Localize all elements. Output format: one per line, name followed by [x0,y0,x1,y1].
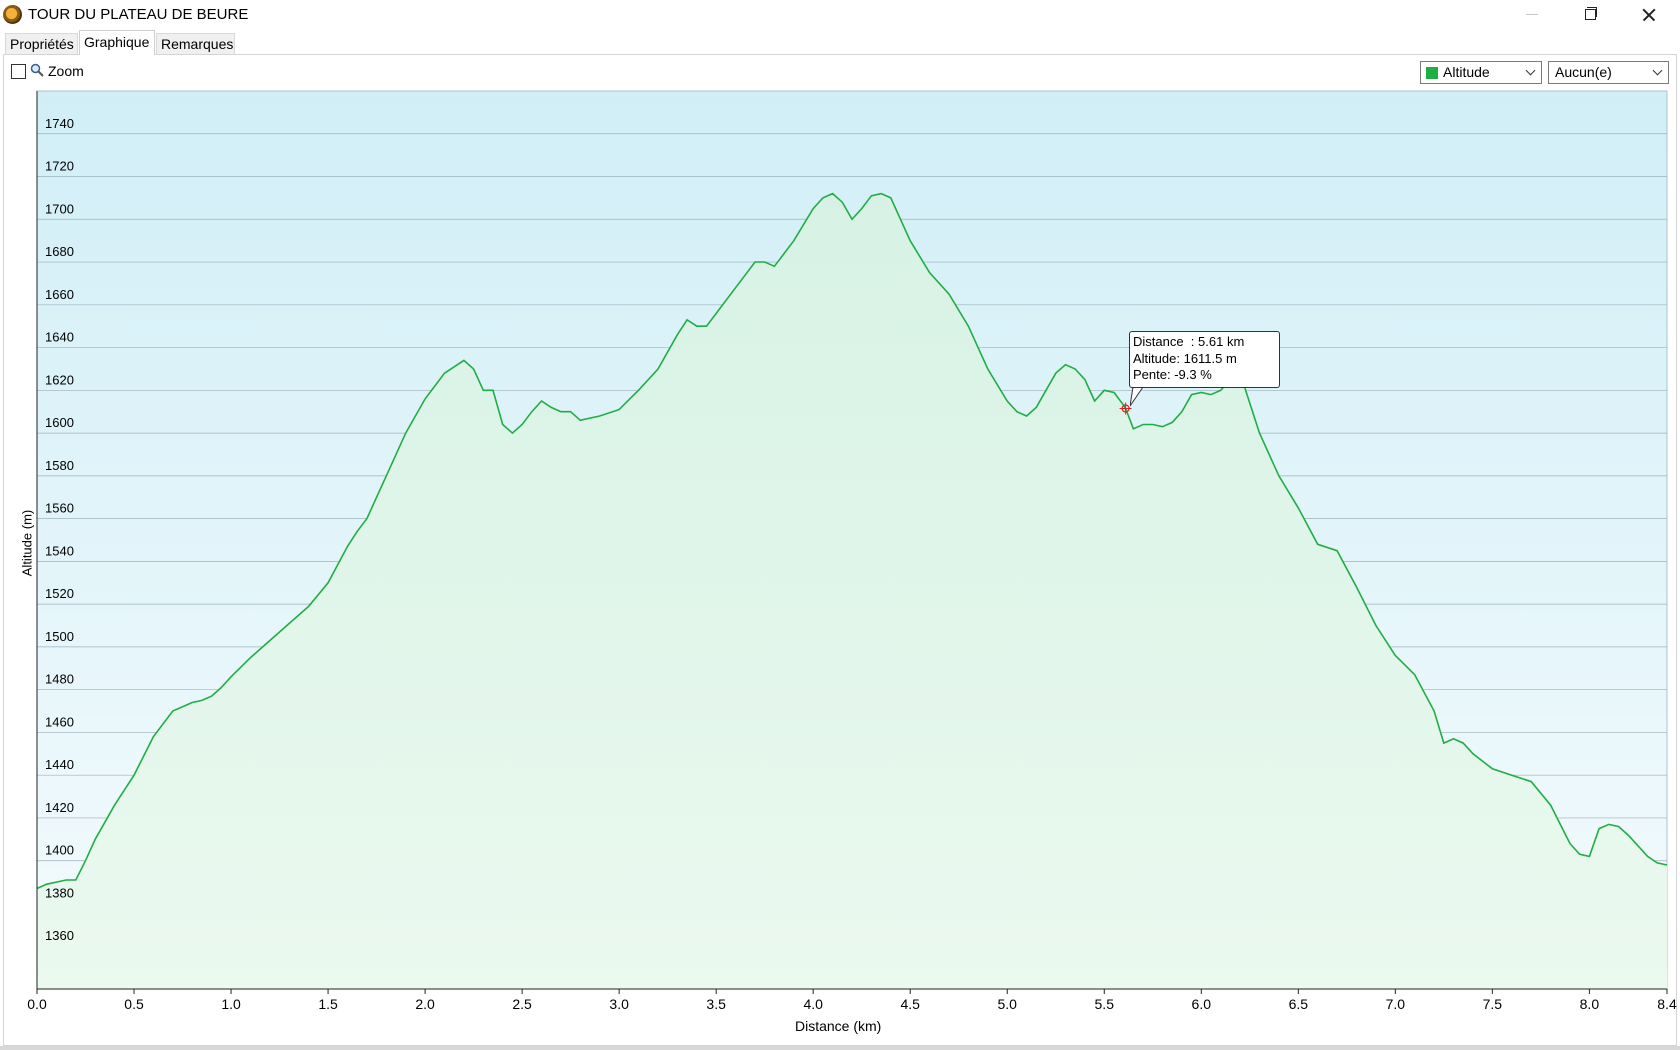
y-tick-label: 1560 [45,501,74,516]
elevation-line [36,192,1668,890]
y-tick-label: 1540 [45,543,74,558]
y-tick-label: 1740 [45,116,74,131]
x-tick-label: 1.5 [318,996,338,1012]
minimize-button[interactable] [1504,0,1558,30]
data-tooltip: Distance : 5.61 km Altitude: 1611.5 m Pe… [1129,331,1280,388]
x-tick-label: 3.0 [609,996,629,1012]
x-tick-label: 2.0 [415,996,435,1012]
y-axis-title: Altitude (m) [19,509,35,577]
y-tick-label: 1700 [45,201,74,216]
series-color-swatch [1426,67,1438,79]
window-title: TOUR DU PLATEAU DE BEURE [28,6,249,23]
y-tick-label: 1480 [45,672,74,687]
x-tick-label: 7.5 [1483,996,1503,1012]
y-tick-label: 1440 [45,757,74,772]
tooltip-altitude: Altitude: 1611.5 m [1133,350,1237,366]
x-tick-label: 5.0 [998,996,1018,1012]
magnifier-icon [30,63,44,77]
y-tick-label: 1520 [45,586,74,601]
x-tick-label: 6.0 [1192,996,1212,1012]
tooltip-pointer [1130,387,1144,407]
y-tick-label: 1620 [45,372,74,387]
elevation-chart[interactable]: 1360 1380 1400 1420 1440 1460 1480 1500 1520 1540… [0,86,1680,1036]
y-axis-labels: 1360 1380 1400 1420 1440 1460 1480 1500 1520 1540… [45,116,74,943]
tab-proprietes[interactable]: Propriétés [5,33,78,54]
tooltip-distance: Distance : 5.61 km [1133,334,1245,349]
zoom-label: Zoom [48,63,84,79]
x-tick-label: 2.5 [512,996,532,1012]
x-tick-label: 8.4 [1657,996,1677,1012]
y-tick-label: 1580 [45,458,74,473]
x-tick-label: 4.5 [900,996,920,1012]
x-tick-label: 8.0 [1580,996,1600,1012]
secondary-series-select[interactable]: Aucun(e) [1548,61,1669,84]
tab-remarques[interactable]: Remarques [156,33,235,54]
y-tick-label: 1640 [45,330,74,345]
window-bottom-border [0,1046,1680,1050]
series-select[interactable]: Altitude [1420,61,1542,84]
x-tick-label: 7.0 [1386,996,1406,1012]
y-tick-label: 1400 [45,843,74,858]
tab-bar: Propriétés Graphique Remarques [0,30,1680,55]
x-tick-label: 1.0 [221,996,241,1012]
chevron-down-icon [1525,65,1536,76]
x-tick-label: 4.0 [803,996,823,1012]
x-tick-label: 6.5 [1289,996,1309,1012]
close-button[interactable] [1620,0,1674,30]
tooltip-slope: Pente: -9.3 % [1133,367,1212,382]
y-tick-label: 1720 [45,159,74,174]
x-tick-label: 5.5 [1095,996,1115,1012]
y-tick-label: 1680 [45,244,74,259]
secondary-select-value: Aucun(e) [1555,64,1612,80]
y-tick-label: 1460 [45,714,74,729]
tab-graphique[interactable]: Graphique [79,30,155,55]
restore-icon [1585,9,1596,20]
x-axis-title: Distance (km) [795,1018,882,1034]
elevation-area [37,193,1667,990]
y-tick-label: 1660 [45,287,74,302]
series-select-value: Altitude [1443,64,1490,80]
restore-button[interactable] [1562,0,1616,30]
app-logo-icon [3,5,22,24]
crosshair-marker [1119,402,1132,415]
x-axis-labels: 0.0 0.5 1.0 1.5 2.0 2.5 3.0 3.5 4.0 4.5 5.0 5.5 6.0 6… [27,996,1677,1012]
y-tick-label: 1500 [45,629,74,644]
chevron-down-icon [1652,65,1663,76]
graph-panel [3,54,1677,1046]
y-tick-label: 1420 [45,800,74,815]
x-tick-label: 3.5 [706,996,726,1012]
y-tick-label: 1600 [45,415,74,430]
title-bar: TOUR DU PLATEAU DE BEURE [0,0,1680,30]
zoom-checkbox[interactable] [11,64,26,79]
x-tick-label: 0.5 [124,996,144,1012]
x-axis-ticks [36,989,1668,994]
y-tick-label: 1380 [45,885,74,900]
x-tick-label: 0.0 [27,996,47,1012]
y-tick-label: 1360 [45,928,74,943]
